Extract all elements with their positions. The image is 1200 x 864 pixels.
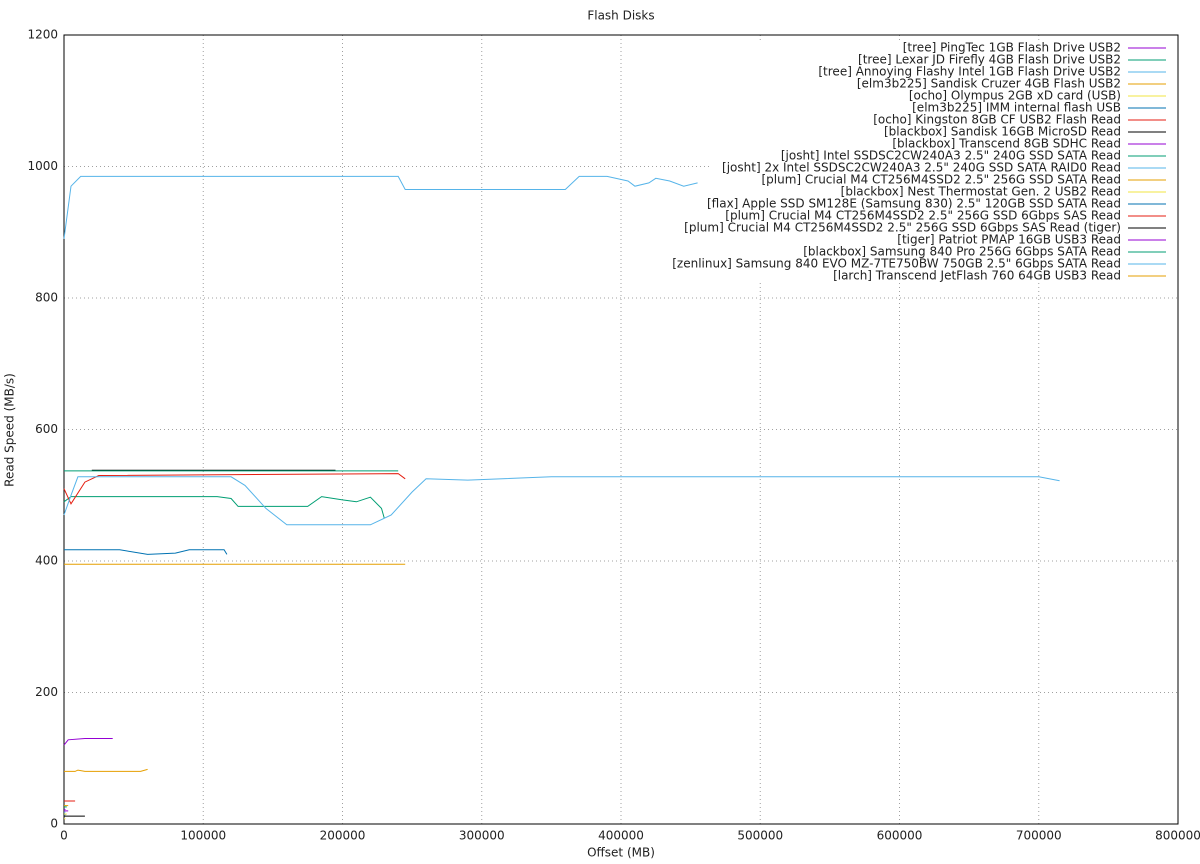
x-tick-label: 100000 [180,829,226,843]
chart-title: Flash Disks [587,9,654,23]
y-tick-label: 1000 [27,159,58,173]
x-tick-label: 300000 [459,829,505,843]
legend-label: [josht] 2x Intel SSDSC2CW240A3 2.5" 240G… [722,161,1121,175]
series-line [63,473,406,505]
legend-label: [elm3b225] Sandisk Cruzer 4GB Flash USB2 [857,77,1121,91]
legend-label: [tiger] Patriot PMAP 16GB USB3 Read [897,233,1121,247]
legend-label: [elm3b225] IMM internal flash USB [912,101,1121,115]
x-tick-label: 200000 [320,829,366,843]
series-line [63,175,698,239]
legend-label: [plum] Crucial M4 CT256M4SSD2 2.5" 256G … [725,209,1121,223]
x-tick-label: 600000 [877,829,923,843]
y-tick-label: 0 [50,817,58,831]
legend-label: [tree] PingTec 1GB Flash Drive USB2 [903,41,1121,55]
legend-label: [blackbox] Samsung 840 Pro 256G 6Gbps SA… [803,245,1121,259]
legend-label: [blackbox] Sandisk 16GB MicroSD Read [884,125,1121,139]
x-tick-label: 0 [60,829,68,843]
legend-label: [ocho] Kingston 8GB CF USB2 Flash Read [873,113,1121,127]
legend-label: [ocho] Olympus 2GB xD card (USB) [909,89,1121,103]
legend-label: [plum] Crucial M4 CT256M4SSD2 2.5" 256G … [761,173,1121,187]
legend-label: [tree] Lexar JD Firefly 4GB Flash Drive … [858,53,1121,67]
series-line [64,549,228,555]
series-line [63,738,113,746]
x-tick-label: 700000 [1016,829,1062,843]
y-axis-label: Read Speed (MB/s) [3,373,17,487]
series-line [63,496,385,519]
legend-label: [plum] Crucial M4 CT256M4SSD2 2.5" 256G … [684,221,1121,235]
series-line [64,768,148,772]
y-tick-label: 400 [35,554,58,568]
legend-label: [larch] Transcend JetFlash 760 64GB USB3… [833,269,1121,283]
x-axis-label: Offset (MB) [587,846,655,860]
legend-label: [blackbox] Nest Thermostat Gen. 2 USB2 R… [841,185,1121,199]
x-tick-label: 800000 [1155,829,1200,843]
legend-box [710,41,1177,283]
legend-label: [zenlinux] Samsung 840 EVO MZ-7TE750BW 7… [672,257,1121,271]
legend-label: [josht] Intel SSDSC2CW240A3 2.5" 240G SS… [781,149,1121,163]
y-tick-label: 200 [35,685,58,699]
legend-label: [flax] Apple SSD SM128E (Samsung 830) 2.… [707,197,1121,211]
series-line [63,476,1060,526]
x-tick-label: 500000 [737,829,783,843]
plot-frame [63,34,1179,825]
y-tick-label: 1200 [27,28,58,42]
x-tick-label: 400000 [598,829,644,843]
y-tick-label: 600 [35,422,58,436]
legend-label: [blackbox] Transcend 8GB SDHC Read [892,137,1121,151]
y-tick-label: 800 [35,291,58,305]
legend-label: [tree] Annoying Flashy Intel 1GB Flash D… [818,65,1121,79]
